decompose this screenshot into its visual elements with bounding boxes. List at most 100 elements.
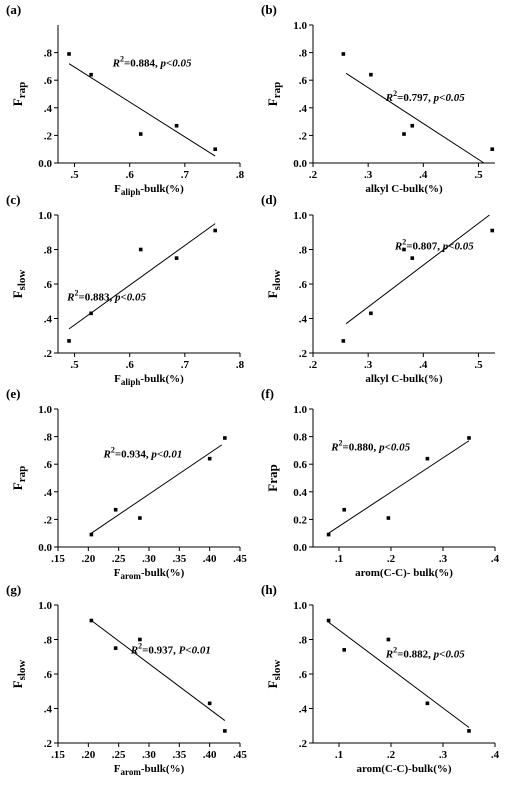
y-tick-label: 0.2 bbox=[293, 514, 307, 526]
y-label-part: F bbox=[265, 680, 280, 688]
y-label-part: slow bbox=[16, 270, 28, 291]
panel: (a)0.0.2.4.6.8.5.6.7.8Faliph-bulk(%)Frap… bbox=[6, 2, 245, 197]
x-tick-label: .40 bbox=[203, 749, 217, 761]
x-axis-label: Faliph-bulk(%) bbox=[114, 373, 184, 387]
annotation-part: R bbox=[394, 241, 402, 253]
point bbox=[113, 507, 118, 512]
x-tick-label: .2 bbox=[309, 359, 318, 371]
x-tick-label: .1 bbox=[335, 553, 343, 565]
y-tick-label: .8 bbox=[299, 245, 308, 257]
y-tick-label: 0.0 bbox=[293, 158, 307, 170]
point bbox=[89, 532, 94, 537]
annotation-part: =0.880, bbox=[343, 441, 380, 453]
y-tick-label: .6 bbox=[44, 75, 53, 87]
point bbox=[425, 701, 430, 706]
annotation: R2=0.884, p<0.05 bbox=[112, 54, 192, 69]
panel-label: (a) bbox=[6, 2, 21, 17]
point bbox=[138, 516, 142, 520]
annotation-part: =0.797, bbox=[397, 92, 434, 104]
x-label-part: aliph bbox=[121, 377, 141, 387]
annotation: R2=0.880, p<0.05 bbox=[330, 438, 410, 453]
annotation-part: R bbox=[130, 644, 138, 656]
y-axis-label: Frap bbox=[265, 82, 283, 106]
point bbox=[386, 637, 391, 642]
y-label-part: rap bbox=[16, 82, 28, 99]
point bbox=[369, 311, 373, 316]
annotation-part: =0.937, bbox=[142, 644, 179, 656]
point bbox=[402, 132, 406, 136]
y-tick-label: .4 bbox=[299, 314, 308, 326]
x-tick-label: .35 bbox=[172, 749, 186, 761]
y-tick-label: 1.0 bbox=[293, 404, 307, 416]
y-tick-label: .6 bbox=[299, 279, 308, 291]
point bbox=[386, 516, 391, 520]
x-label-part: arom(C-C)-bulk(%) bbox=[356, 763, 451, 775]
x-axis-label: alkyl C-bulk(%) bbox=[365, 373, 443, 385]
trend-line bbox=[68, 223, 216, 330]
point bbox=[89, 311, 93, 316]
x-label-part: alkyl C-bulk(%) bbox=[365, 373, 443, 385]
x-tick-label: .2 bbox=[387, 553, 396, 565]
point bbox=[138, 247, 143, 252]
y-axis-label: Fslow bbox=[10, 660, 28, 689]
x-tick-label: .4 bbox=[419, 169, 428, 181]
point bbox=[67, 52, 71, 56]
y-tick-label: .8 bbox=[299, 48, 308, 60]
annotation-part: p<0.05 bbox=[433, 92, 466, 104]
x-axis-label: alkyl C-bulk(%) bbox=[365, 183, 443, 195]
y-tick-label: .4 bbox=[44, 314, 53, 326]
y-tick-label: 1.0 bbox=[293, 20, 307, 32]
x-tick-label: .35 bbox=[172, 553, 186, 565]
x-tick-label: .45 bbox=[233, 749, 247, 761]
point bbox=[89, 618, 94, 623]
annotation: R2=0.883, p<0.05 bbox=[66, 289, 146, 304]
panel-label: (g) bbox=[6, 582, 21, 597]
annotation-part: 2 bbox=[111, 445, 115, 454]
point bbox=[467, 729, 471, 733]
x-tick-label: .15 bbox=[51, 749, 65, 761]
point bbox=[174, 123, 179, 128]
panel-label: (c) bbox=[6, 192, 20, 207]
y-tick-label: .6 bbox=[44, 459, 53, 471]
x-label-part: F bbox=[114, 763, 121, 775]
x-label-part: -bulk(%) bbox=[140, 373, 184, 385]
annotation-part: 2 bbox=[120, 54, 124, 63]
annotation-part: R bbox=[330, 441, 338, 453]
y-tick-label: 0.0 bbox=[38, 542, 52, 554]
panel: (c).2.4.6.81.0.5.6.7.8Faliph-bulk(%)Fslo… bbox=[6, 192, 245, 387]
y-axis-label: Fslow bbox=[10, 270, 28, 299]
x-tick-label: .5 bbox=[474, 359, 483, 371]
annotation-part: 2 bbox=[339, 438, 343, 447]
x-tick-label: .2 bbox=[309, 169, 318, 181]
point bbox=[67, 339, 71, 343]
panel-label: (f) bbox=[261, 386, 274, 401]
x-tick-label: .5 bbox=[474, 169, 483, 181]
point bbox=[369, 72, 373, 77]
point bbox=[410, 123, 415, 128]
annotation-part: p<0.05 bbox=[159, 57, 192, 69]
y-tick-label: .2 bbox=[44, 738, 53, 750]
y-tick-label: .4 bbox=[44, 103, 53, 115]
y-tick-label: 0.0 bbox=[293, 542, 307, 554]
x-label-part: arom bbox=[120, 571, 141, 581]
y-tick-label: .2 bbox=[44, 348, 53, 360]
panel-label: (d) bbox=[261, 192, 277, 207]
x-axis-label: Faliph-bulk(%) bbox=[114, 183, 184, 197]
annotation-part: P<0.01 bbox=[179, 644, 211, 656]
annotation-part: R bbox=[103, 448, 111, 460]
y-tick-label: .2 bbox=[299, 738, 308, 750]
point bbox=[113, 646, 118, 650]
point bbox=[326, 532, 331, 537]
point bbox=[89, 72, 93, 77]
x-tick-label: .6 bbox=[126, 169, 135, 181]
x-tick-label: .5 bbox=[70, 359, 79, 371]
x-tick-label: .30 bbox=[142, 553, 156, 565]
x-axis-label: Farom-bulk(%) bbox=[114, 567, 185, 581]
y-tick-label: 0.8 bbox=[293, 432, 307, 444]
annotation-part: p<0.05 bbox=[114, 292, 147, 304]
y-axis-label: Frap bbox=[265, 464, 280, 491]
y-tick-label: .4 bbox=[299, 103, 308, 115]
y-tick-label: 0.0 bbox=[38, 158, 52, 170]
annotation-part: 2 bbox=[393, 645, 397, 654]
